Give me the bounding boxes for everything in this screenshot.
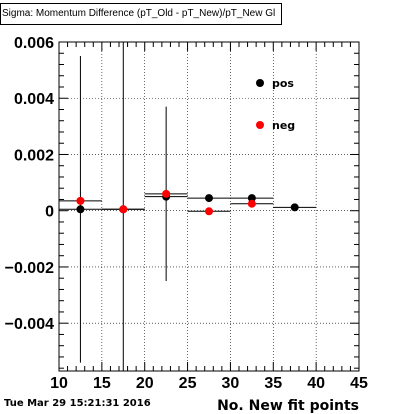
- data-series: [59, 42, 317, 371]
- y-tick-label: 0.004: [14, 91, 54, 108]
- legend-label-pos: pos: [272, 77, 294, 90]
- plot-frame: [58, 41, 360, 372]
- data-point-pos: [247, 194, 256, 203]
- y-tick-label: 0.006: [14, 35, 54, 52]
- x-tick-label: 25: [179, 375, 197, 392]
- x-tick-label: 20: [136, 375, 154, 392]
- x-tick-label: 30: [222, 375, 240, 392]
- series-neg: [59, 189, 274, 216]
- legend-marker-pos: [256, 79, 264, 87]
- footer-timestamp: Tue Mar 29 15:21:31 2016: [4, 398, 151, 409]
- data-point-pos: [290, 203, 299, 212]
- data-point-pos: [205, 194, 213, 203]
- grid: [59, 42, 359, 371]
- y-tick-label: 0.002: [14, 147, 54, 164]
- legend-marker-neg: [256, 121, 264, 129]
- x-tick-label: 15: [93, 375, 111, 392]
- chart-title: Sigma: Momentum Difference (pT_Old - pT_…: [0, 3, 282, 25]
- data-point-neg: [162, 189, 171, 198]
- y-tick-label: −0.004: [5, 316, 54, 333]
- data-point-pos: [76, 205, 85, 214]
- axes: 10 15 20 25 30 35 40 45 −0.004 −0.002 0 0.002 0.004 0…: [5, 35, 368, 392]
- legend-label-neg: neg: [272, 119, 295, 132]
- data-point-neg: [119, 205, 128, 214]
- data-point-neg: [76, 196, 85, 205]
- y-tick-label: 0: [45, 204, 54, 221]
- legend: pos neg: [256, 77, 295, 132]
- x-tick-label: 45: [350, 375, 368, 392]
- x-tick-label: 40: [307, 375, 325, 392]
- data-point-neg: [247, 199, 256, 208]
- x-axis-title: No. New fit points: [217, 398, 359, 414]
- data-point-neg: [205, 207, 213, 216]
- x-tick-label: 35: [264, 375, 282, 392]
- x-tick-label: 10: [50, 375, 68, 392]
- y-tick-label: −0.002: [5, 260, 54, 277]
